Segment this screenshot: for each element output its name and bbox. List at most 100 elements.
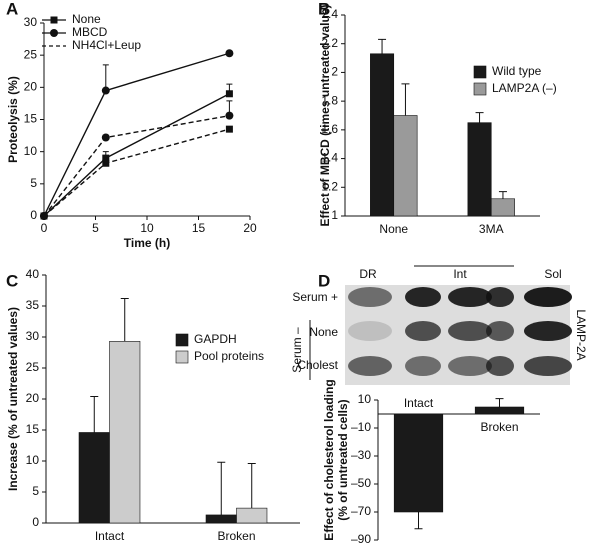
row-label: Serum + <box>292 290 338 304</box>
x-tick-label: 20 <box>243 221 257 235</box>
legend-label: MBCD <box>72 25 108 39</box>
data-point <box>225 90 233 98</box>
x-tick-label: 0 <box>41 221 48 235</box>
bar <box>393 413 444 513</box>
blot-band <box>348 287 392 307</box>
blot-band <box>524 356 572 376</box>
lane-label: Int <box>453 267 467 281</box>
bar <box>236 507 268 524</box>
error-bar <box>401 83 410 116</box>
x-tick-label: 10 <box>140 221 154 235</box>
lane-label: Sol <box>544 267 561 281</box>
legend-swatch <box>473 65 487 79</box>
panel-label: C <box>6 271 18 290</box>
legend-label: Wild type <box>492 64 542 78</box>
y-tick-label: 10 <box>24 144 38 158</box>
y-axis-title: Increase (% of untreated values) <box>6 307 20 491</box>
panel-label: B <box>318 0 330 18</box>
y-tick-label: 25 <box>26 360 40 374</box>
y-tick-label: 25 <box>24 47 38 61</box>
data-point <box>102 159 110 167</box>
legend-label: None <box>72 12 101 26</box>
legend-marker <box>50 16 58 24</box>
y-tick-label: 15 <box>26 422 40 436</box>
data-point <box>101 86 110 95</box>
y-tick-label: 2.4 <box>321 7 338 21</box>
blot-band <box>448 321 492 341</box>
y-tick-label: 10 <box>358 392 372 406</box>
data-point <box>225 125 233 133</box>
error-bar <box>247 462 256 509</box>
blot-band <box>524 287 572 307</box>
error-bar <box>414 512 423 530</box>
y-tick-label: 1.8 <box>321 93 338 107</box>
y-tick-label: 0 <box>30 208 37 222</box>
blot-band <box>486 356 514 376</box>
y-tick-label: 30 <box>24 15 38 29</box>
error-bar <box>475 112 484 123</box>
x-tick-label: None <box>379 222 408 236</box>
y-axis-title: (% of untreated cells) <box>336 399 350 520</box>
bar <box>78 432 110 524</box>
y-tick-label: –70 <box>351 504 371 518</box>
error-bar <box>495 398 504 407</box>
data-point <box>101 133 110 142</box>
x-axis-title: Time (h) <box>124 236 170 250</box>
blot-band <box>405 287 441 307</box>
y-axis-title: Effect of cholesterol loading <box>322 379 336 540</box>
legend-label: Pool proteins <box>194 349 264 363</box>
legend-label: GAPDH <box>194 332 237 346</box>
y-tick-label: –10 <box>351 420 371 434</box>
y-tick-label: 1.6 <box>321 122 338 136</box>
y-tick-label: 2 <box>331 65 338 79</box>
error-bar <box>498 191 507 199</box>
error-bar <box>217 461 226 515</box>
error-bar <box>90 396 99 433</box>
blot-band <box>486 321 514 341</box>
legend-swatch <box>175 350 189 364</box>
legend-marker <box>50 29 58 37</box>
row-label: None <box>309 325 338 339</box>
legend-label: NH4Cl+Leup <box>72 38 141 52</box>
y-tick-label: 20 <box>24 80 38 94</box>
blot-band <box>405 356 441 376</box>
data-point <box>225 49 234 58</box>
y-tick-label: –50 <box>351 476 371 490</box>
data-point <box>225 111 234 120</box>
blot-band <box>524 321 572 341</box>
lane-label: DR <box>359 267 377 281</box>
group-label: Serum – <box>290 327 304 373</box>
legend-label: LAMP2A (–) <box>492 81 557 95</box>
bar <box>474 406 525 415</box>
y-tick-label: 35 <box>26 298 40 312</box>
y-tick-label: 2.2 <box>321 36 338 50</box>
y-axis-title: Effect of MBCD (times untreated value) <box>318 4 332 226</box>
blot-band <box>348 356 392 376</box>
data-point <box>40 212 48 220</box>
x-tick-label: 15 <box>192 221 206 235</box>
blot-band <box>448 356 492 376</box>
y-tick-label: 30 <box>26 329 40 343</box>
bar <box>393 115 418 217</box>
x-tick-label: Broken <box>480 420 518 434</box>
panel-label: A <box>6 0 18 18</box>
x-tick-label: Intact <box>404 396 434 410</box>
x-tick-label: Intact <box>95 529 125 543</box>
panel-label: D <box>318 271 330 290</box>
y-tick-label: 5 <box>32 484 39 498</box>
blot-band <box>486 287 514 307</box>
error-bar <box>120 298 129 342</box>
x-tick-label: 5 <box>92 221 99 235</box>
blot-band <box>405 321 441 341</box>
y-tick-label: 1 <box>331 208 338 222</box>
legend-swatch <box>473 82 487 96</box>
y-tick-label: 5 <box>30 176 37 190</box>
series-line <box>43 114 230 217</box>
bar <box>467 122 492 217</box>
error-bar <box>102 64 109 91</box>
y-tick-label: 1.4 <box>321 151 338 165</box>
x-tick-label: 3MA <box>479 222 504 236</box>
y-tick-label: 20 <box>26 391 40 405</box>
row-label: Cholest <box>297 358 338 372</box>
